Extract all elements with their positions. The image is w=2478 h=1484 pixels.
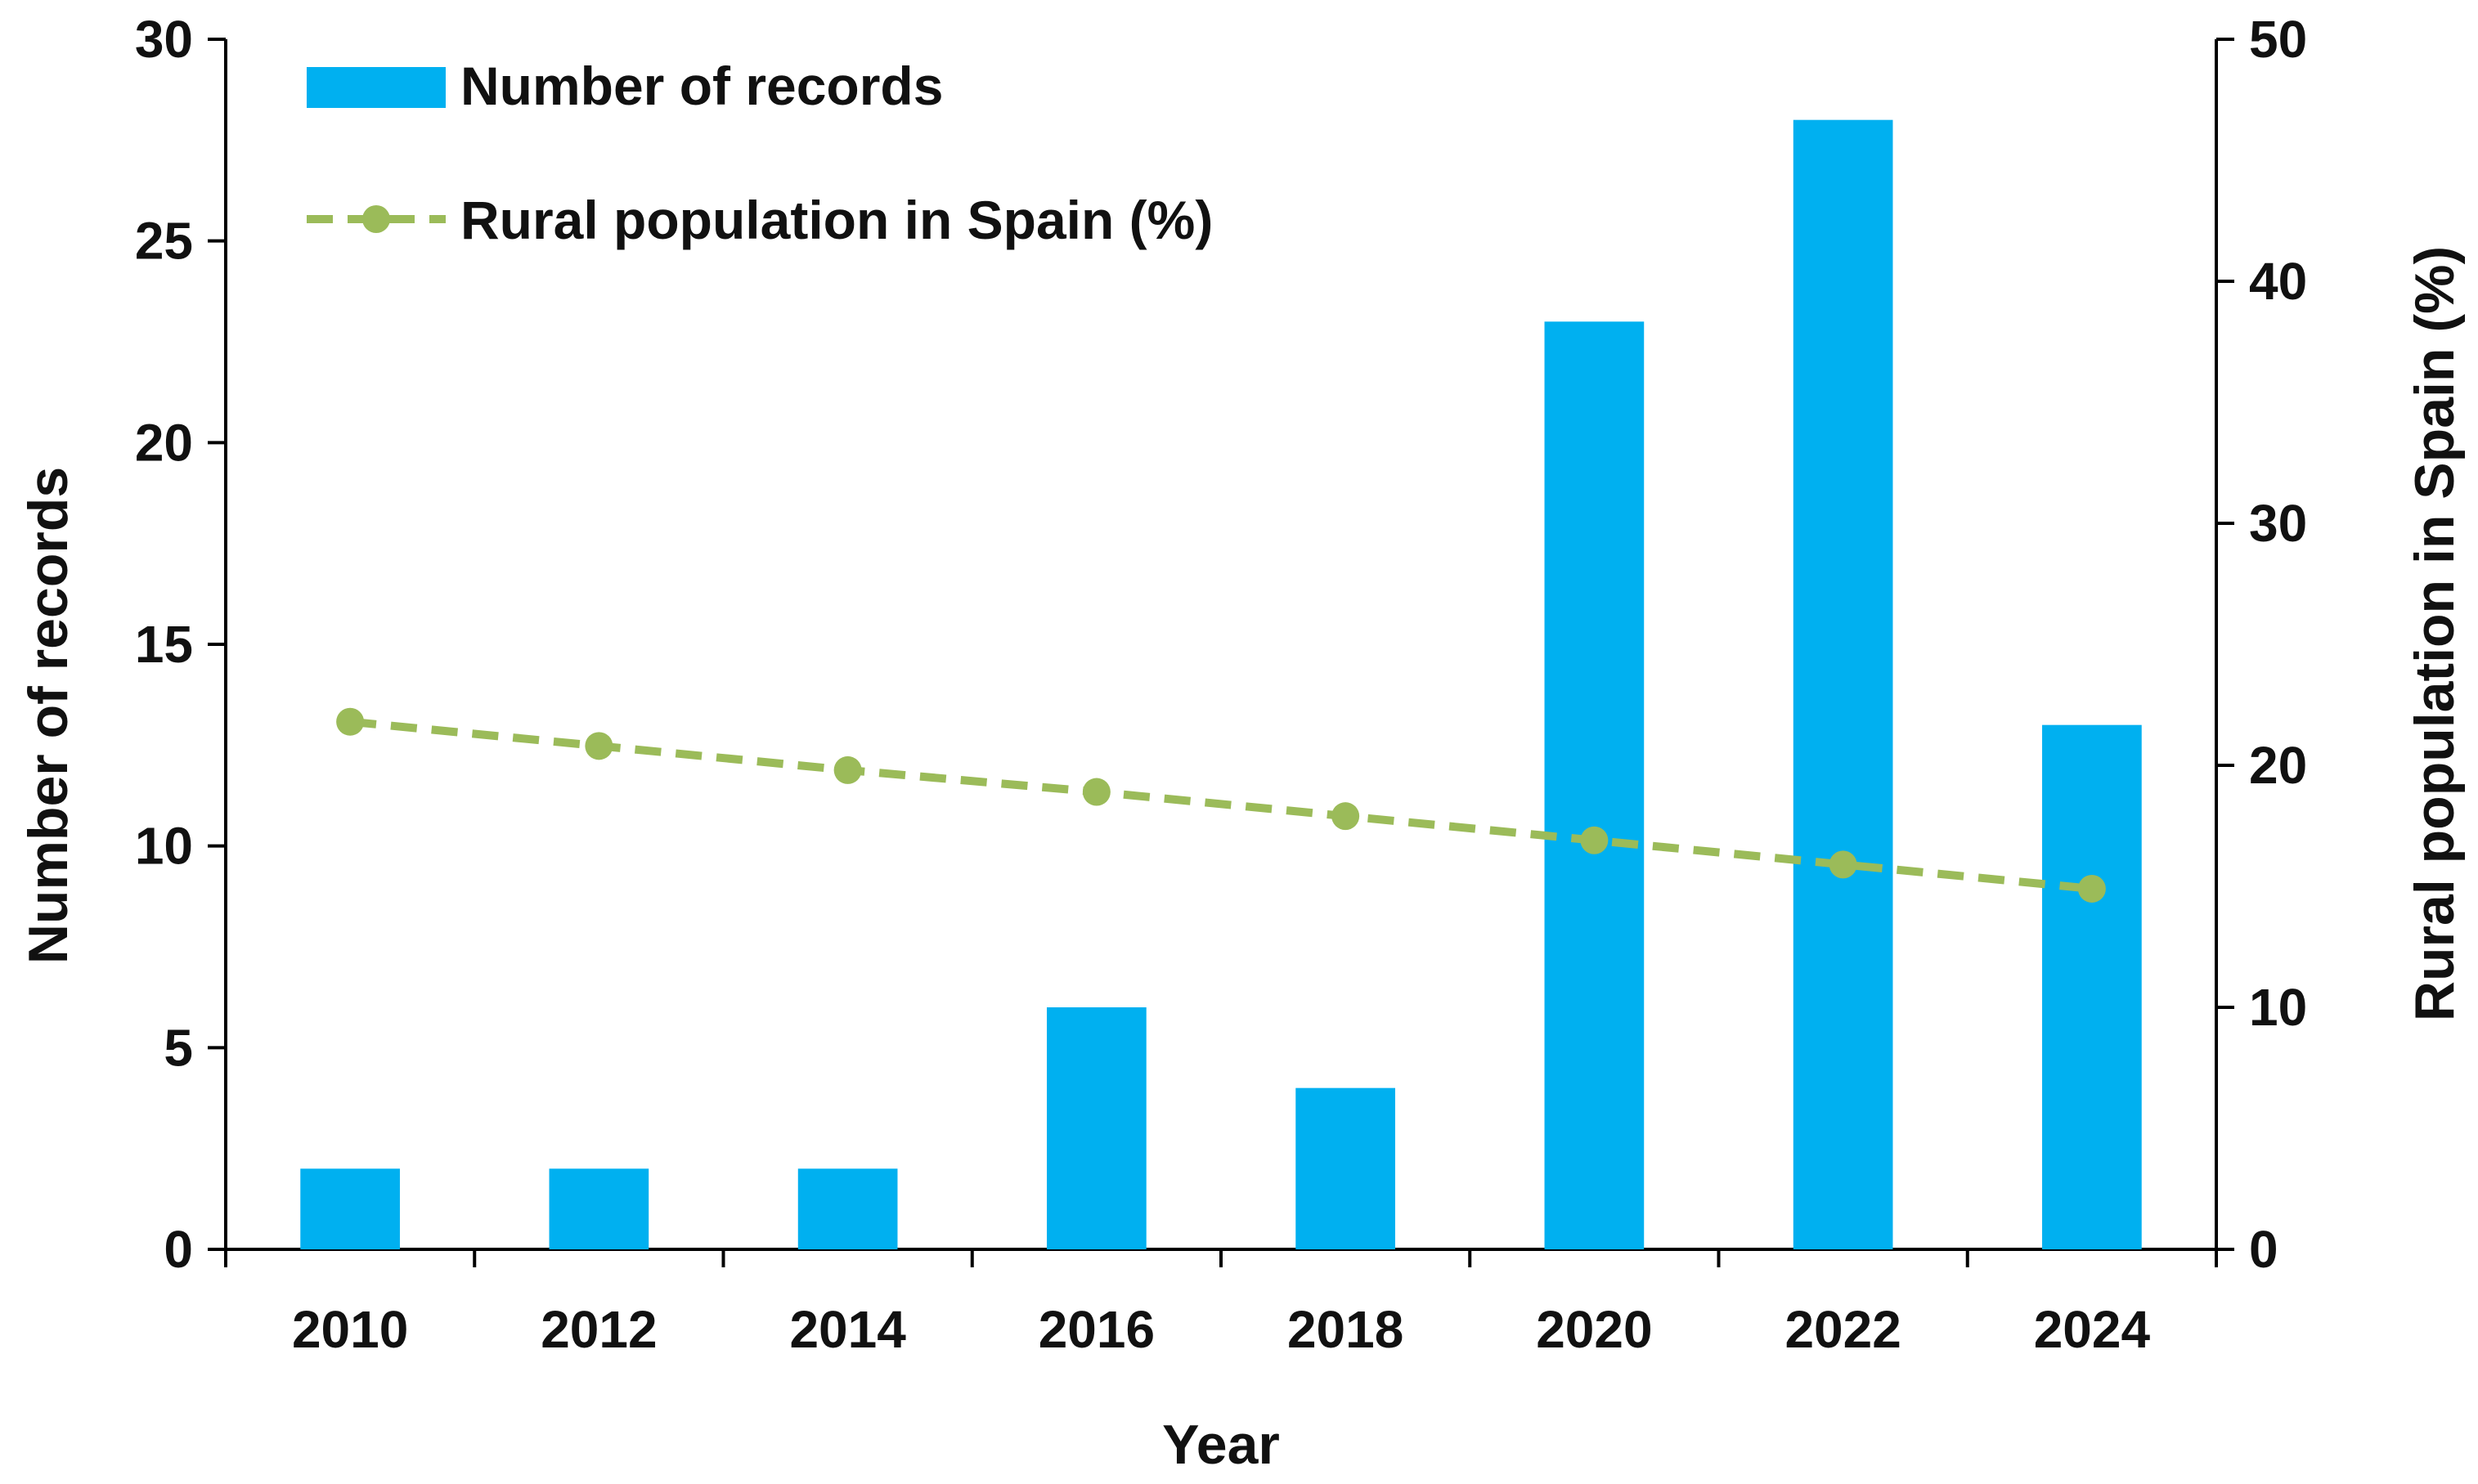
rural-population-line	[349, 717, 2093, 893]
bar-2018	[1295, 1087, 1395, 1249]
legend-bar-swatch	[307, 67, 446, 108]
line-point-2010	[336, 707, 365, 736]
right-y-ticks: 0 10 20 30 40 50	[2216, 10, 2307, 1279]
right-y-axis-title: Rural population in Spain (%)	[2404, 246, 2466, 1021]
left-y-tick-label: 10	[135, 817, 193, 876]
x-tick-label: 2022	[1784, 1300, 1901, 1359]
legend-bar-label: Number of records	[460, 56, 943, 116]
right-y-tick-label: 40	[2249, 252, 2307, 311]
x-tick-label: 2012	[541, 1300, 657, 1359]
right-y-tick-label: 50	[2249, 10, 2307, 69]
left-y-tick-label: 0	[164, 1220, 193, 1279]
x-tick-label: 2018	[1287, 1300, 1403, 1359]
left-y-tick-label: 20	[135, 413, 193, 472]
bar-series	[300, 119, 2142, 1250]
line-point-2022	[1829, 850, 1857, 879]
bar-2022	[1793, 119, 1893, 1250]
x-axis-title: Year	[1162, 1414, 1280, 1476]
bar-2016	[1047, 1007, 1147, 1249]
x-tick-label: 2010	[292, 1300, 408, 1359]
bar-2014	[797, 1168, 898, 1249]
x-tick-label: 2014	[789, 1300, 906, 1359]
right-y-tick-label: 30	[2249, 494, 2307, 553]
line-series	[336, 707, 2106, 903]
right-y-tick-label: 20	[2249, 736, 2307, 795]
x-tick-label: 2016	[1039, 1300, 1155, 1359]
left-y-tick-label: 5	[164, 1018, 193, 1077]
axes: 2010 2012 2014 2016 2018 2020 2022 2024 0510152…	[135, 10, 2307, 1359]
left-y-ticks: 0 5 10 15 20 25 30	[135, 10, 226, 1279]
right-y-tick-label: 0	[2249, 1220, 2278, 1279]
bar-2010	[300, 1168, 400, 1249]
legend-line-label: Rural population in Spain (%)	[460, 190, 1213, 250]
bar-2024	[2042, 724, 2142, 1249]
bar-2020	[1544, 321, 1645, 1249]
legend-line-marker	[362, 205, 390, 233]
right-y-tick-label: 10	[2249, 978, 2307, 1037]
legend: Number of records Rural population in Sp…	[307, 56, 1213, 250]
line-point-2012	[585, 732, 613, 760]
x-tick-label: 2024	[2034, 1300, 2151, 1359]
x-tick-label: 2020	[1536, 1300, 1652, 1359]
left-y-tick-label: 25	[135, 212, 193, 271]
left-y-axis-title: Number of records	[17, 467, 79, 964]
line-point-2024	[2077, 874, 2106, 903]
line-point-2014	[833, 755, 862, 784]
x-ticks: 2010 2012 2014 2016 2018 2020 2022 2024	[224, 1249, 2218, 1359]
bar-2012	[549, 1168, 649, 1249]
left-y-tick-label: 15	[135, 615, 193, 674]
left-y-tick-label: 30	[135, 10, 193, 69]
line-point-2020	[1580, 826, 1609, 854]
line-point-2018	[1331, 802, 1360, 831]
line-point-2016	[1082, 778, 1111, 806]
